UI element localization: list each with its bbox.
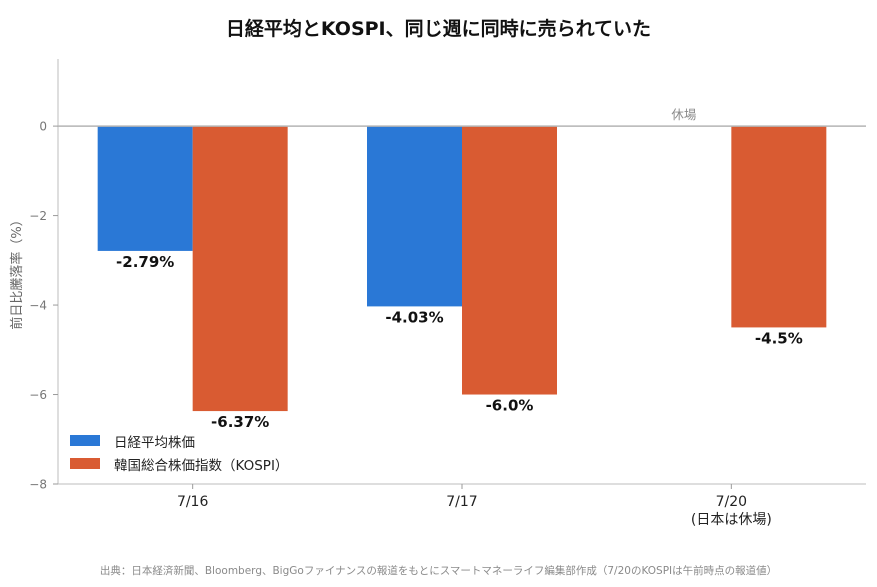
legend-item-kospi: 韓国総合株価指数（KOSPI）: [70, 452, 288, 475]
data-label: -2.79%: [116, 253, 174, 271]
data-label: -4.03%: [385, 308, 443, 326]
bar-kospi-2: [731, 126, 827, 328]
x-tick-label: 7/20: [716, 494, 747, 510]
y-axis-label: 前日比騰落率（%）: [9, 213, 25, 329]
legend-label-nikkei: 日経平均株価: [114, 434, 195, 451]
data-label: -6.0%: [486, 397, 534, 415]
bar-nikkei-0: [97, 126, 193, 251]
legend-swatch-nikkei: [70, 435, 100, 446]
data-label: -6.37%: [211, 413, 269, 431]
bar-kospi-0: [192, 126, 288, 412]
legend-swatch-kospi: [70, 458, 100, 469]
bar-nikkei-1: [367, 126, 462, 307]
y-tick-label: 0: [39, 120, 47, 134]
x-tick-label: (日本は休場): [691, 512, 772, 528]
legend-item-nikkei: 日経平均株価: [70, 429, 288, 452]
data-label: -4.5%: [755, 329, 803, 347]
chart-title: 日経平均とKOSPI、同じ週に同時に売られていた: [225, 18, 652, 40]
legend: 日経平均株価 韓国総合株価指数（KOSPI）: [70, 429, 288, 475]
x-tick-label: 7/16: [177, 494, 209, 510]
source-note: 出典：日本経済新聞、Bloomberg、BigGoファイナンスの報道をもとにスマ…: [99, 565, 778, 577]
y-tick-label: −6: [29, 388, 47, 402]
y-tick-label: −8: [29, 478, 47, 492]
bar-kospi-1: [462, 126, 557, 395]
annotation-holiday: 休場: [671, 107, 696, 122]
y-tick-label: −4: [29, 299, 47, 313]
x-tick-label: 7/17: [446, 494, 477, 510]
y-tick-label: −2: [29, 209, 47, 223]
legend-label-kospi: 韓国総合株価指数（KOSPI）: [114, 457, 289, 474]
